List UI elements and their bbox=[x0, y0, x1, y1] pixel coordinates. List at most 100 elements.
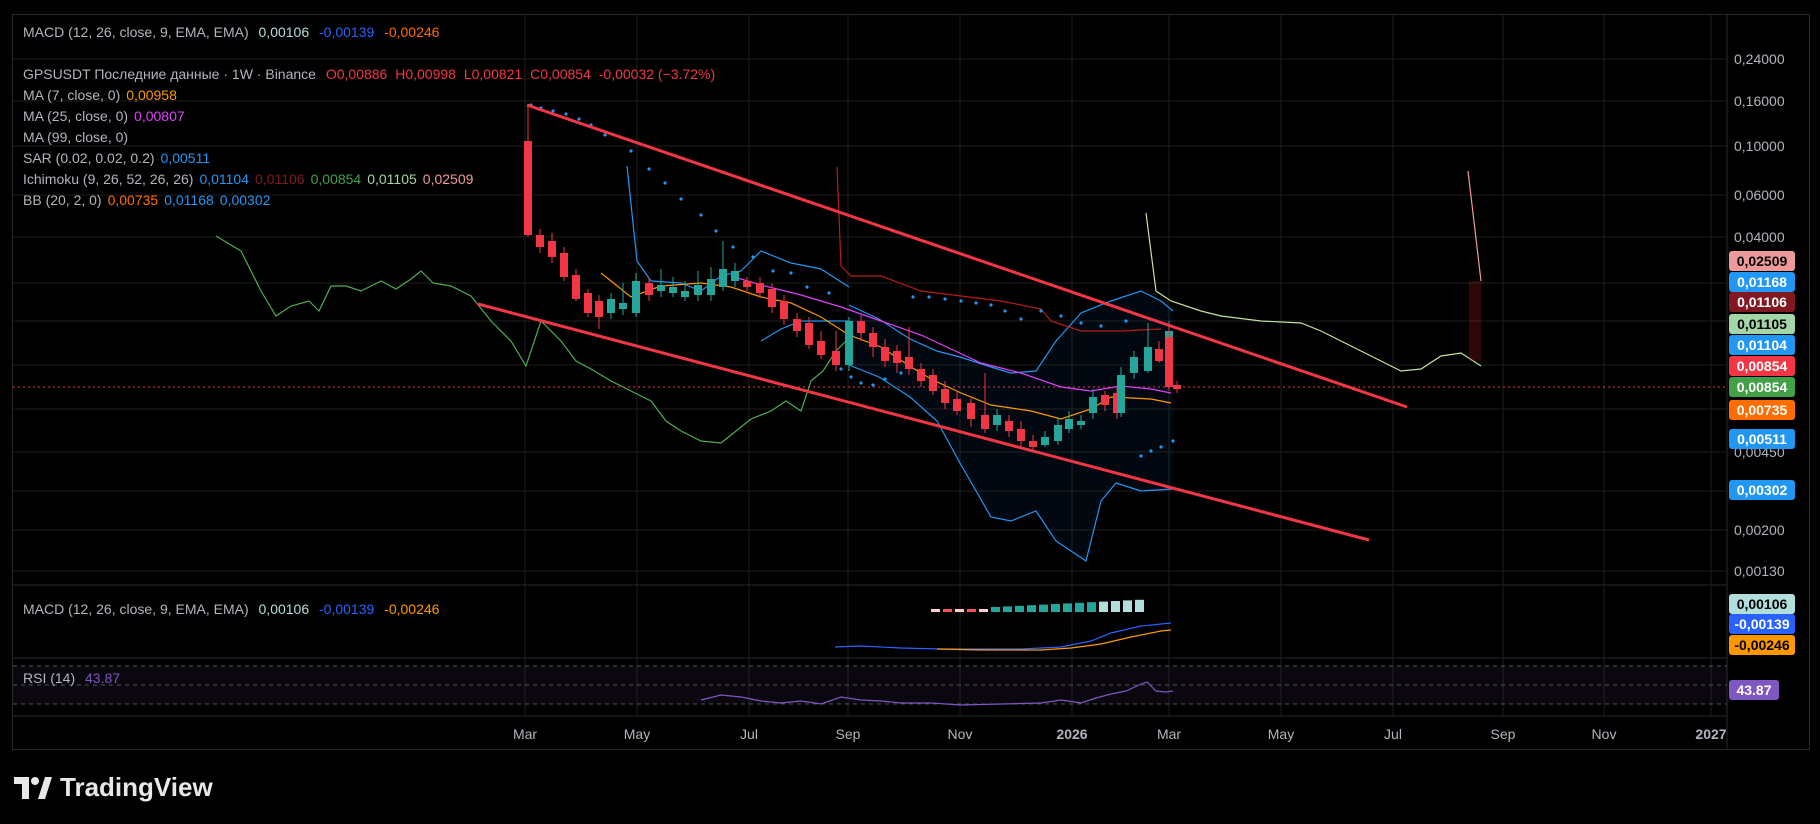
macd-pane-legend[interactable]: MACD (12, 26, close, 9, EMA, EMA) 0,0010… bbox=[23, 601, 445, 617]
channel-lower-trendline bbox=[477, 302, 1370, 542]
candle-body bbox=[1065, 419, 1073, 429]
ohlc-close: C0,00854 bbox=[530, 66, 591, 82]
macd-histogram-bar bbox=[1099, 601, 1108, 612]
candle-body bbox=[981, 415, 989, 429]
cloud-future-fill bbox=[1469, 281, 1481, 361]
indicator-value: 0,00854 bbox=[310, 171, 362, 187]
time-tick-label: Sep bbox=[1491, 726, 1516, 742]
indicator-legend-4[interactable]: Ichimoku (9, 26, 52, 26, 26) 0,01104 0,011… bbox=[23, 171, 479, 187]
symbol-legend[interactable]: GPSUSDT Последние данные · 1W · Binance … bbox=[23, 66, 721, 82]
candle-body bbox=[595, 301, 603, 317]
sar-dot bbox=[1039, 309, 1043, 313]
price-badge-text: 0,00854 bbox=[1737, 379, 1788, 395]
candle-body bbox=[731, 271, 739, 281]
price-tick-label: 0,06000 bbox=[1734, 187, 1785, 203]
indicator-label: MA (7, close, 0) bbox=[23, 87, 121, 103]
price-badge: 0,00854 bbox=[1729, 377, 1795, 397]
indicator-label: BB (20, 2, 0) bbox=[23, 192, 102, 208]
indicator-legend-0[interactable]: MA (7, close, 0) 0,00958 bbox=[23, 87, 183, 103]
rsi-badge-bg bbox=[1729, 680, 1779, 700]
macd-badge: 0,00106 bbox=[1729, 594, 1795, 614]
price-badge-text: 0,00302 bbox=[1737, 482, 1788, 498]
sar-dot bbox=[751, 255, 755, 259]
sar-dot bbox=[899, 371, 903, 375]
price-badge-text: 0,02509 bbox=[1737, 253, 1788, 269]
bb-lower-line bbox=[848, 364, 1174, 562]
chart-canvas[interactable]: 0,240000,160000,100000,060000,040000,004… bbox=[13, 15, 1809, 749]
time-tick-label: Mar bbox=[1157, 726, 1181, 742]
price-badge-bg bbox=[1729, 272, 1795, 292]
candle-body bbox=[1165, 337, 1173, 387]
ohlc-high: H0,00998 bbox=[395, 66, 456, 82]
rsi-badge: 43.87 bbox=[1729, 680, 1779, 700]
macd-histogram-bar bbox=[1039, 604, 1048, 612]
sar-dot bbox=[911, 295, 915, 299]
channel-upper-trendline bbox=[526, 103, 1408, 409]
price-badge: 0,01104 bbox=[1729, 335, 1795, 355]
candle-body bbox=[607, 299, 615, 313]
indicator-legend-3[interactable]: SAR (0.02, 0.02, 0.2) 0,00511 bbox=[23, 150, 216, 166]
rsi-pane-legend[interactable]: RSI (14) 43.87 bbox=[23, 670, 126, 686]
candle-body bbox=[1144, 347, 1152, 371]
price-badge-bg bbox=[1729, 292, 1795, 312]
macd-histogram-bar bbox=[1087, 602, 1096, 612]
sar-dot bbox=[1059, 314, 1063, 318]
macd-line bbox=[834, 622, 1172, 650]
price-badge: 0,00854 bbox=[1729, 356, 1795, 376]
header-macd-legend[interactable]: MACD (12, 26, close, 9, EMA, EMA) 0,0010… bbox=[23, 24, 445, 40]
tradingview-logo[interactable]: TradingView bbox=[14, 772, 213, 803]
sar-dot bbox=[603, 133, 607, 137]
candle-body bbox=[1155, 349, 1163, 361]
sar-dot bbox=[1003, 309, 1007, 313]
price-badge: 0,00302 bbox=[1729, 480, 1795, 500]
rsi-line bbox=[700, 681, 1174, 706]
candle-body bbox=[536, 235, 544, 247]
price-badge-text: 0,01105 bbox=[1737, 316, 1787, 332]
price-tick-label: 0,00200 bbox=[1734, 522, 1785, 538]
chikou-span-line bbox=[215, 235, 852, 444]
indicator-legend-1[interactable]: MA (25, close, 0) 0,00807 bbox=[23, 108, 191, 124]
candle-body bbox=[1089, 397, 1097, 413]
time-tick-label: Nov bbox=[1592, 726, 1617, 742]
sar-dot bbox=[663, 181, 667, 185]
indicator-value: 0,01104 bbox=[199, 171, 250, 187]
price-badge-bg bbox=[1729, 429, 1795, 449]
candle-body bbox=[905, 357, 913, 369]
macd-badge-bg bbox=[1729, 594, 1795, 614]
sar-dot bbox=[1159, 445, 1163, 449]
candle-body bbox=[1017, 429, 1025, 441]
indicator-label: MA (25, close, 0) bbox=[23, 108, 129, 124]
indicator-legend-5[interactable]: BB (20, 2, 0) 0,00735 0,01168 0,00302 bbox=[23, 192, 276, 208]
indicator-value: 0,00511 bbox=[160, 150, 211, 166]
macd-histogram-bar bbox=[1003, 606, 1012, 612]
macd-badge-bg bbox=[1729, 635, 1795, 655]
candle-body bbox=[572, 275, 580, 299]
sar-dot bbox=[1171, 439, 1175, 443]
price-badge: 0,00511 bbox=[1729, 429, 1795, 449]
time-tick-label: Sep bbox=[836, 726, 861, 742]
indicator-value: 0,01168 bbox=[164, 192, 214, 208]
sar-dot bbox=[805, 285, 809, 289]
price-badge-text: 0,00735 bbox=[1737, 402, 1788, 418]
price-badge: 0,02509 bbox=[1729, 251, 1795, 271]
price-badge-bg bbox=[1729, 480, 1795, 500]
macd-histogram-bar bbox=[931, 609, 940, 612]
candle-body bbox=[845, 321, 853, 365]
time-tick-label: 2026 bbox=[1056, 726, 1087, 742]
price-tick-label: 0,00130 bbox=[1734, 563, 1785, 579]
candle-body bbox=[1041, 437, 1049, 445]
macd-histogram-bar bbox=[1075, 602, 1084, 612]
macd-histogram-bar bbox=[1027, 605, 1036, 612]
senkou-a-line bbox=[1467, 170, 1482, 282]
chart-frame[interactable]: 0,24000 0,16000 0,10000 0,06000 0,04000 0,004… bbox=[12, 14, 1810, 750]
candle-body bbox=[768, 289, 776, 307]
candle-body bbox=[857, 321, 865, 333]
price-badge-text: 0,01106 bbox=[1737, 294, 1787, 310]
indicator-legend-2[interactable]: MA (99, close, 0) bbox=[23, 129, 134, 145]
candle-body bbox=[929, 375, 937, 391]
candle-body bbox=[719, 269, 727, 287]
indicator-value: 0,00958 bbox=[126, 87, 177, 103]
sar-dot bbox=[1124, 319, 1128, 323]
macd-pane-value-2: -0,00139 bbox=[319, 601, 375, 617]
